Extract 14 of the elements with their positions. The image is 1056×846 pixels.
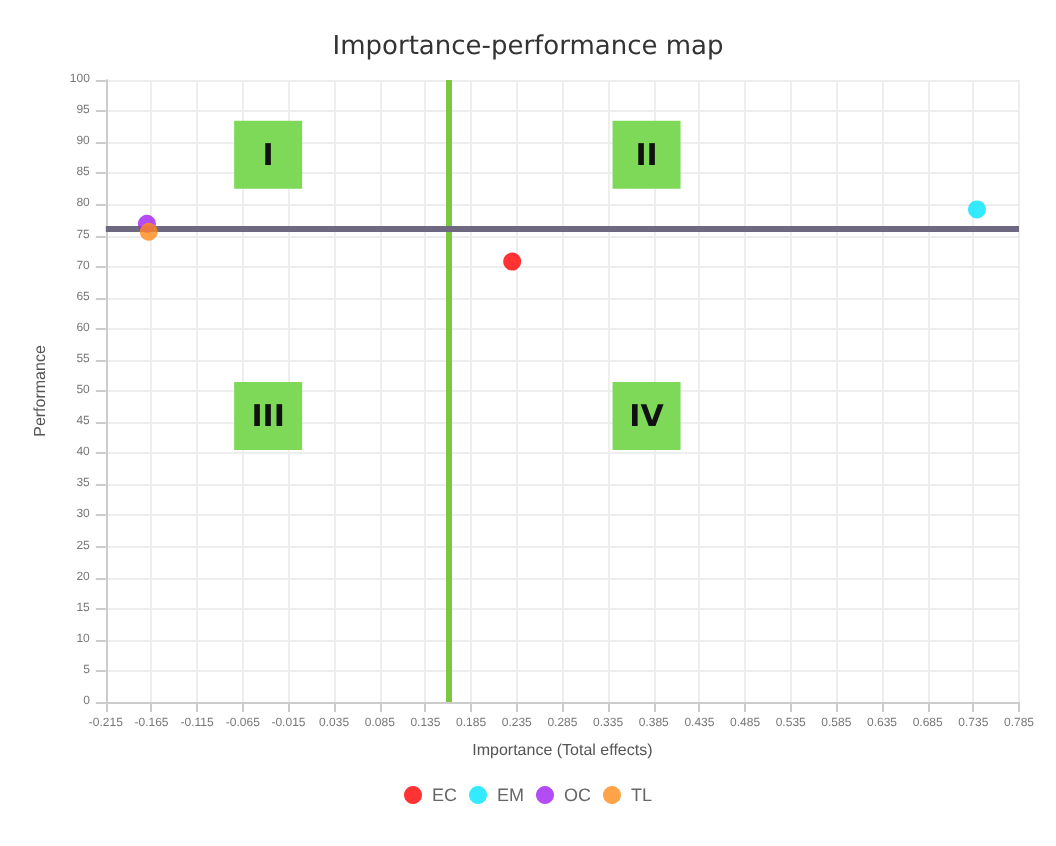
annotation: I (262, 136, 274, 173)
legend-label: OC (564, 785, 592, 805)
legend-label: EM (497, 785, 524, 805)
annotation: II (635, 136, 658, 173)
legend-label: TL (631, 785, 653, 805)
chart-title: Importance-performance map (332, 32, 724, 62)
point (503, 252, 522, 271)
point (968, 200, 986, 219)
point (139, 222, 158, 241)
legend-label: EC (431, 785, 458, 805)
annotation: III (251, 397, 285, 434)
x-axis-title: Importance (Total effects) (472, 741, 654, 759)
y-axis-title: Performance (31, 344, 49, 437)
annotation: IV (629, 397, 665, 434)
